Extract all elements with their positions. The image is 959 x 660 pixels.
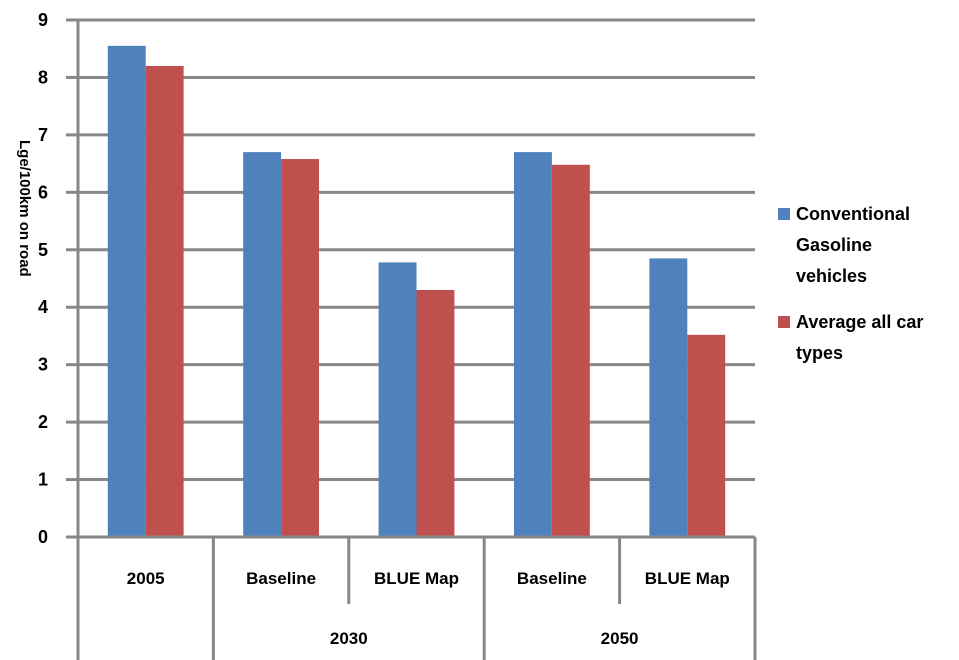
y-tick-label: 1 [38,470,48,490]
legend-label: Conventional [796,204,910,224]
x-tick-label: 2005 [127,569,165,588]
y-tick-label: 5 [38,240,48,260]
y-tick-label: 4 [38,297,48,317]
legend-label: types [796,343,843,363]
y-tick-label: 2 [38,412,48,432]
legend-swatch [778,316,790,328]
bar-conventional-gasoline-2 [378,262,417,537]
x-group-label: 2050 [601,629,639,648]
y-tick-label: 9 [38,10,48,30]
bar-conventional-gasoline-1 [243,152,282,537]
legend: Conventional Gasoline vehicles Average all … [778,204,923,363]
y-tick-label: 7 [38,125,48,145]
y-axis-label: Lge/100km on road [16,140,33,277]
x-tick-label: BLUE Map [374,569,459,588]
x-tick-label: Baseline [246,569,316,588]
y-tick-label: 3 [38,355,48,375]
axes: 0 1 2 3 4 5 6 7 8 9 2005 Baseline BLUE Map Baseline BL… [38,10,757,660]
y-tick-label: 6 [38,182,48,202]
x-tick-label: Baseline [517,569,587,588]
legend-label: vehicles [796,266,867,286]
legend-label: Average all car [796,312,923,332]
legend-swatch [778,208,790,220]
legend-label: Gasoline [796,235,872,255]
y-tick-label: 8 [38,67,48,87]
bar-average-all-cars-0 [145,65,184,537]
x-tick-label: BLUE Map [645,569,730,588]
bar-conventional-gasoline-0 [107,45,146,537]
x-group-label: 2030 [330,629,368,648]
gridlines [78,18,755,482]
bar-conventional-gasoline-4 [649,258,688,537]
bar-average-all-cars-2 [416,289,455,537]
y-tick-label: 0 [38,527,48,547]
bar-average-all-cars-1 [281,159,320,537]
bars [107,45,726,537]
bar-average-all-cars-4 [687,334,726,537]
bar-average-all-cars-3 [551,164,590,537]
bar-conventional-gasoline-3 [513,152,552,537]
